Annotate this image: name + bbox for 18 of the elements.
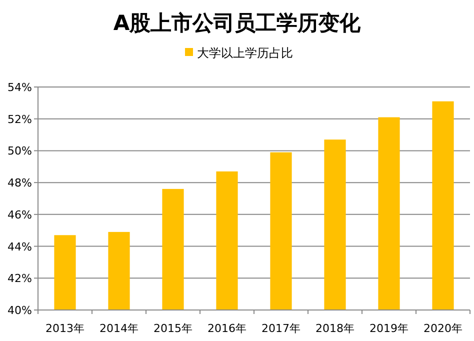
x-tick-label: 2014年 (100, 322, 138, 335)
y-tick-label: 42% (8, 272, 32, 286)
x-tick-label: 2015年 (154, 322, 192, 335)
x-tick-label: 2019年 (370, 322, 408, 335)
x-tick-label: 2018年 (316, 322, 354, 335)
chart-title: A股上市公司员工学历变化 (113, 11, 362, 35)
y-tick-label: 54% (8, 81, 32, 94)
y-tick-label: 40% (8, 304, 32, 317)
x-tick-label: 2016年 (208, 322, 246, 335)
y-tick-label: 50% (8, 144, 32, 158)
y-tick-label: 48% (8, 176, 32, 190)
legend-label: 大学以上学历占比 (197, 46, 293, 60)
x-tick-label: 2017年 (262, 322, 300, 335)
x-tick-label: 2020年 (424, 322, 462, 335)
x-tick-label: 2013年 (46, 322, 84, 335)
y-tick-label: 46% (8, 208, 32, 222)
y-tick-label: 44% (8, 240, 32, 254)
y-tick-label: 52% (8, 112, 32, 126)
